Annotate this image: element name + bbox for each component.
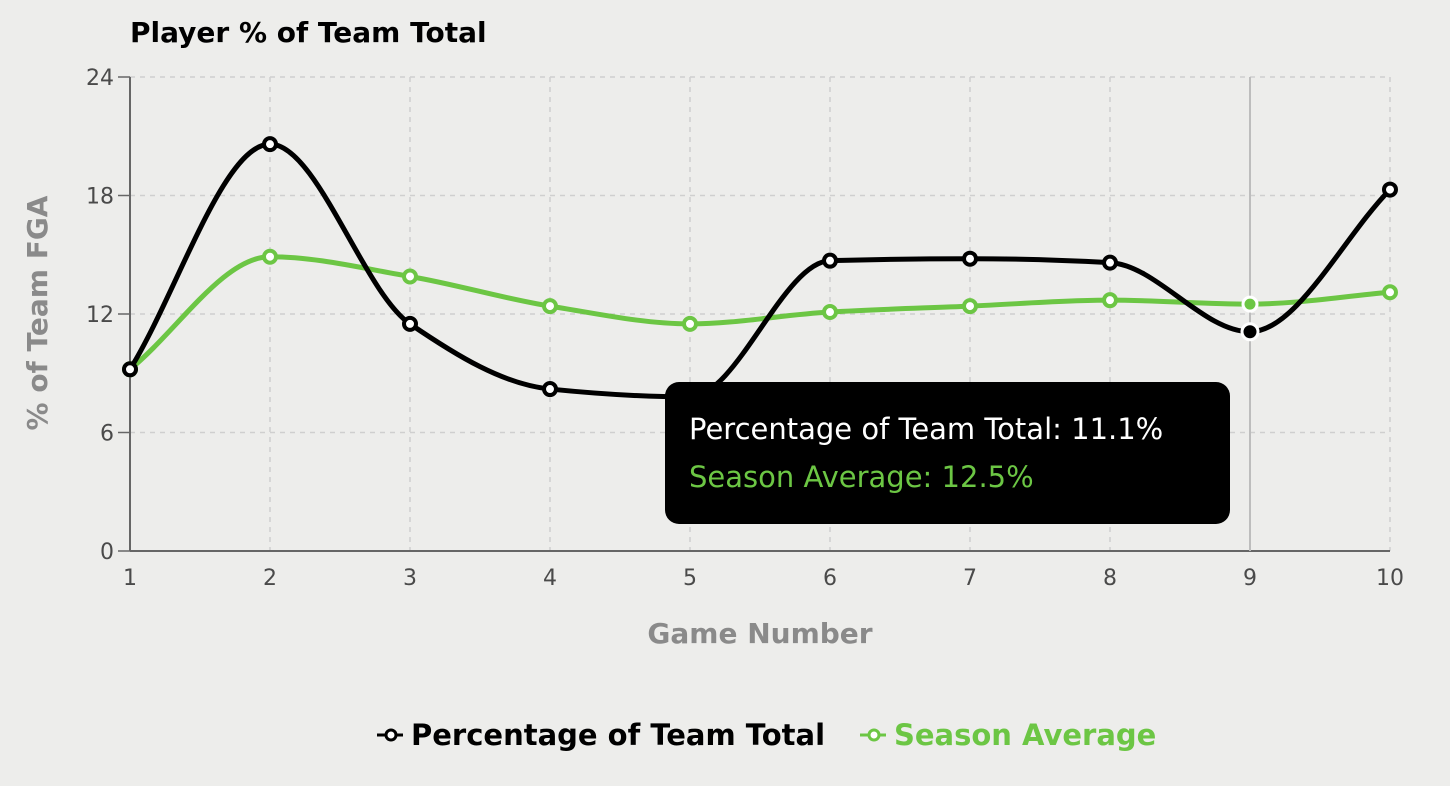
y-tick-label: 24 (86, 66, 114, 91)
season-average-point[interactable] (542, 298, 558, 315)
percentage-of-team-total-point[interactable] (962, 250, 978, 267)
tooltip-line: Season Average: 12.5% (689, 460, 1034, 494)
percentage-of-team-total-legend-label[interactable]: Percentage of Team Total (411, 718, 825, 752)
series-group (122, 136, 1398, 405)
season-average-point-active (1241, 295, 1259, 313)
x-tick-label: 4 (543, 566, 557, 591)
chart-title: Player % of Team Total (130, 16, 487, 49)
y-axis-title: % of Team FGA (21, 195, 54, 430)
percentage-of-team-total-point-active (1240, 322, 1260, 342)
season-average-point[interactable] (1382, 284, 1398, 301)
y-tick-label: 12 (86, 303, 114, 328)
x-tick-label: 1 (123, 566, 137, 591)
season-average-point[interactable] (262, 248, 278, 265)
season-average-point[interactable] (962, 298, 978, 315)
season-average-point[interactable] (682, 315, 698, 332)
y-tick-label: 18 (86, 185, 114, 210)
y-tick-label: 0 (100, 540, 114, 565)
percentage-of-team-total-line (127, 141, 1393, 400)
x-tick-label: 8 (1103, 566, 1117, 591)
axes (118, 76, 1390, 552)
x-tick-label: 7 (963, 566, 977, 591)
season-average-point[interactable] (1102, 292, 1118, 309)
x-tick-label: 3 (403, 566, 417, 591)
x-tick-label: 2 (263, 566, 277, 591)
y-tick-label: 6 (100, 422, 114, 447)
tooltip: Percentage of Team Total: 11.1% Season Av… (665, 382, 1230, 524)
percentage-of-team-total-legend-swatch-marker[interactable] (384, 728, 398, 742)
x-axis-title: Game Number (647, 617, 872, 650)
percentage-of-team-total-point[interactable] (822, 252, 838, 269)
season-average-legend-label[interactable]: Season Average (894, 718, 1156, 752)
x-tick-label: 9 (1243, 566, 1257, 591)
percentage-of-team-total-point[interactable] (262, 136, 278, 153)
percentage-of-team-total-point[interactable] (1102, 254, 1118, 271)
tooltip-line: Percentage of Team Total: 11.1% (689, 412, 1163, 446)
x-tick-label: 6 (823, 566, 837, 591)
season-average-legend-swatch-marker[interactable] (867, 728, 881, 742)
season-average-point[interactable] (402, 268, 418, 285)
season-average-line (127, 254, 1393, 372)
percentage-of-team-total-point[interactable] (542, 381, 558, 398)
percentage-of-team-total-point[interactable] (1382, 181, 1398, 198)
tooltip-box (665, 382, 1230, 524)
x-tick-label: 5 (683, 566, 697, 591)
x-tick-label: 10 (1376, 566, 1404, 591)
season-average-point[interactable] (822, 304, 838, 321)
legend[interactable]: Percentage of Team Total Season Average (377, 718, 1156, 752)
percentage-of-team-total-point[interactable] (122, 361, 138, 378)
percentage-of-team-total-point[interactable] (402, 315, 418, 332)
